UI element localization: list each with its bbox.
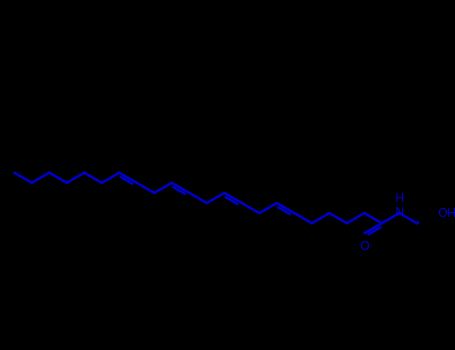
Text: H: H [394,192,404,205]
Text: OH: OH [437,206,455,220]
Text: O: O [359,240,369,253]
Text: N: N [394,206,404,219]
